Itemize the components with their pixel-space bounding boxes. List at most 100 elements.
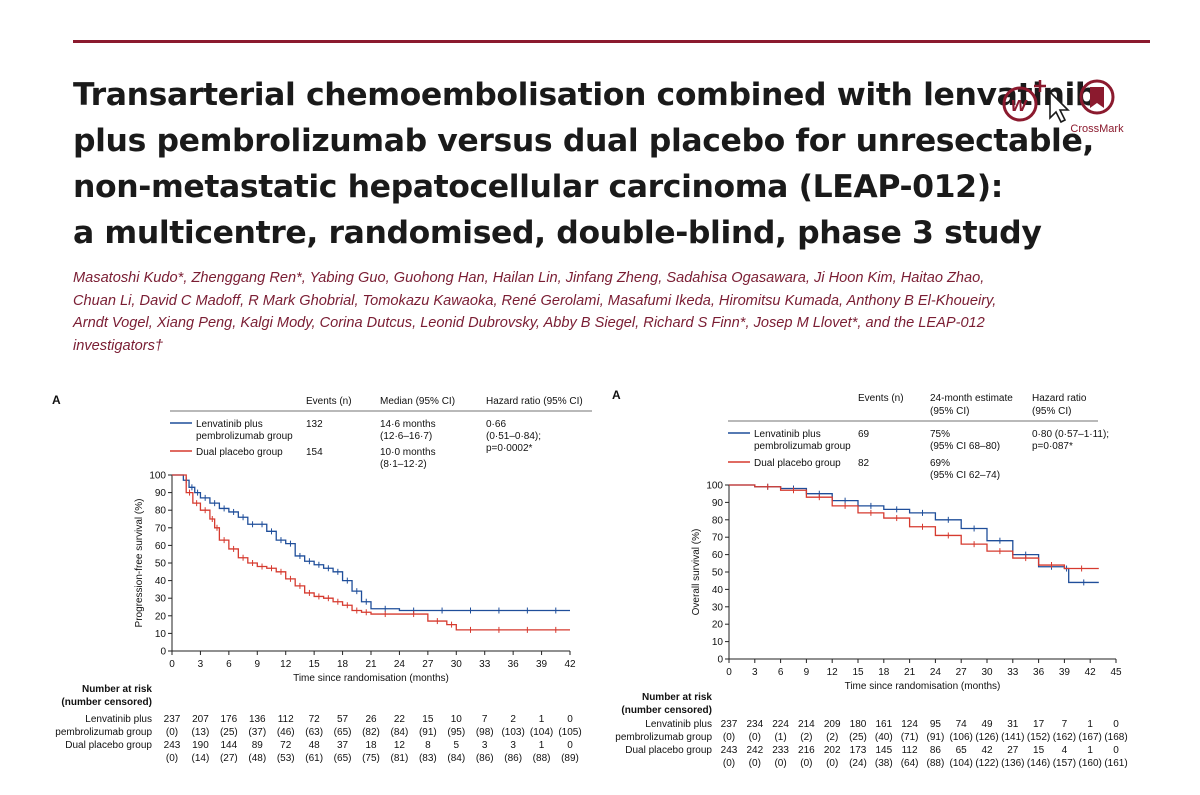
y-tick-label: 60 bbox=[712, 550, 724, 561]
x-tick-label: 12 bbox=[280, 659, 292, 670]
risk-value: 2 bbox=[510, 714, 516, 725]
risk-value: (161) bbox=[1104, 758, 1127, 769]
risk-value: (141) bbox=[1001, 732, 1024, 743]
risk-value: (14) bbox=[192, 753, 210, 764]
risk-value: (86) bbox=[504, 753, 522, 764]
legend-hazard-ratio: p=0·0002* bbox=[486, 443, 533, 454]
x-tick-label: 42 bbox=[1085, 667, 1097, 678]
risk-row-label: pembrolizumab group bbox=[55, 727, 152, 738]
risk-value: (71) bbox=[901, 732, 919, 743]
risk-value: (0) bbox=[166, 727, 178, 738]
risk-value: (0) bbox=[723, 732, 735, 743]
y-tick-label: 0 bbox=[717, 655, 723, 666]
x-tick-label: 24 bbox=[394, 659, 406, 670]
legend-header: Events (n) bbox=[858, 393, 904, 404]
risk-value: (25) bbox=[220, 727, 238, 738]
risk-value: 48 bbox=[309, 740, 321, 751]
risk-value: (81) bbox=[391, 753, 409, 764]
x-tick-label: 33 bbox=[479, 659, 491, 670]
risk-value: (61) bbox=[305, 753, 323, 764]
x-tick-label: 12 bbox=[827, 667, 839, 678]
risk-value: 242 bbox=[746, 745, 763, 756]
article-title: Transarterial chemoembolisation combined… bbox=[73, 72, 1098, 256]
y-tick-label: 60 bbox=[155, 541, 167, 552]
risk-value: 3 bbox=[482, 740, 488, 751]
panel-label: A bbox=[612, 388, 621, 402]
risk-value: 17 bbox=[1033, 719, 1045, 730]
risk-value: (126) bbox=[975, 732, 998, 743]
risk-value: (88) bbox=[927, 758, 945, 769]
risk-value: 4 bbox=[1062, 745, 1068, 756]
risk-value: (122) bbox=[975, 758, 998, 769]
risk-value: (103) bbox=[501, 727, 524, 738]
y-tick-label: 20 bbox=[712, 620, 724, 631]
risk-value: (27) bbox=[220, 753, 238, 764]
risk-value: (63) bbox=[305, 727, 323, 738]
risk-value: (48) bbox=[248, 753, 266, 764]
risk-value: (2) bbox=[800, 732, 812, 743]
risk-value: (86) bbox=[476, 753, 494, 764]
legend-estimate: 10·0 months bbox=[380, 447, 436, 458]
risk-row-label: pembrolizumab group bbox=[615, 732, 712, 743]
y-tick-label: 100 bbox=[706, 481, 723, 492]
risk-value: 49 bbox=[981, 719, 993, 730]
risk-value: 3 bbox=[510, 740, 516, 751]
legend-estimate-ci: (95% CI 62–74) bbox=[930, 470, 1000, 481]
y-tick-label: 80 bbox=[712, 515, 724, 526]
legend-hazard-ratio: 0·80 (0·57–1·11); bbox=[1032, 429, 1109, 440]
y-tick-label: 20 bbox=[155, 611, 167, 622]
risk-value: 12 bbox=[394, 740, 406, 751]
risk-value: (88) bbox=[533, 753, 551, 764]
legend-estimate-ci: (8·1–12·2) bbox=[380, 459, 427, 470]
risk-value: (83) bbox=[419, 753, 437, 764]
risk-value: (168) bbox=[1104, 732, 1127, 743]
risk-value: 237 bbox=[721, 719, 738, 730]
x-tick-label: 30 bbox=[451, 659, 463, 670]
risk-value: 144 bbox=[221, 740, 238, 751]
x-tick-label: 3 bbox=[752, 667, 758, 678]
x-tick-label: 39 bbox=[536, 659, 548, 670]
risk-row-label: Lenvatinib plus bbox=[85, 714, 152, 725]
author-line: Masatoshi Kudo*, Zhenggang Ren*, Yabing … bbox=[73, 270, 985, 286]
legend-estimate: 14·6 months bbox=[380, 419, 436, 430]
risk-value: 86 bbox=[930, 745, 942, 756]
crossmark-label: CrossMark bbox=[1070, 123, 1124, 135]
risk-value: (65) bbox=[334, 727, 352, 738]
x-tick-label: 21 bbox=[365, 659, 377, 670]
legend-estimate-ci: (95% CI 68–80) bbox=[930, 441, 1000, 452]
risk-value: 1 bbox=[539, 740, 545, 751]
risk-value: 5 bbox=[454, 740, 460, 751]
risk-value: 74 bbox=[956, 719, 968, 730]
risk-value: 1 bbox=[539, 714, 545, 725]
risk-value: 180 bbox=[850, 719, 867, 730]
title-line: Transarterial chemoembolisation combined… bbox=[73, 77, 1098, 113]
legend-header: (95% CI) bbox=[1032, 406, 1071, 417]
legend-series-name: Lenvatinib plus bbox=[754, 429, 821, 440]
author-list: Masatoshi Kudo*, Zhenggang Ren*, Yabing … bbox=[73, 267, 1163, 357]
risk-value: 22 bbox=[394, 714, 406, 725]
x-tick-label: 9 bbox=[804, 667, 810, 678]
os-chart: A Events (n) 24-month estimate (95% CI) Haza… bbox=[612, 388, 1128, 769]
legend-hazard-ratio: 0·66 bbox=[486, 419, 506, 430]
risk-value: 112 bbox=[278, 714, 294, 725]
risk-value: (82) bbox=[362, 727, 380, 738]
risk-value: 173 bbox=[850, 745, 867, 756]
risk-value: (84) bbox=[391, 727, 409, 738]
y-tick-label: 30 bbox=[155, 594, 167, 605]
svg-text:w: w bbox=[1011, 94, 1028, 116]
risk-value: (38) bbox=[875, 758, 893, 769]
risk-value: 243 bbox=[164, 740, 181, 751]
risk-value: (157) bbox=[1053, 758, 1076, 769]
legend-hazard-ratio: p=0·087* bbox=[1032, 441, 1073, 452]
legend-estimate: 69% bbox=[930, 458, 950, 469]
risk-row-label: Lenvatinib plus bbox=[645, 719, 712, 730]
legend-events: 132 bbox=[306, 419, 323, 430]
risk-value: 42 bbox=[981, 745, 993, 756]
publisher-logos: w CrossMark bbox=[1000, 74, 1130, 144]
legend-header: Hazard ratio bbox=[1032, 393, 1087, 404]
legend-estimate-ci: (12·6–16·7) bbox=[380, 431, 432, 442]
risk-value: 26 bbox=[365, 714, 377, 725]
legend-header: (95% CI) bbox=[930, 406, 969, 417]
x-tick-label: 15 bbox=[852, 667, 864, 678]
risk-value: 18 bbox=[365, 740, 377, 751]
